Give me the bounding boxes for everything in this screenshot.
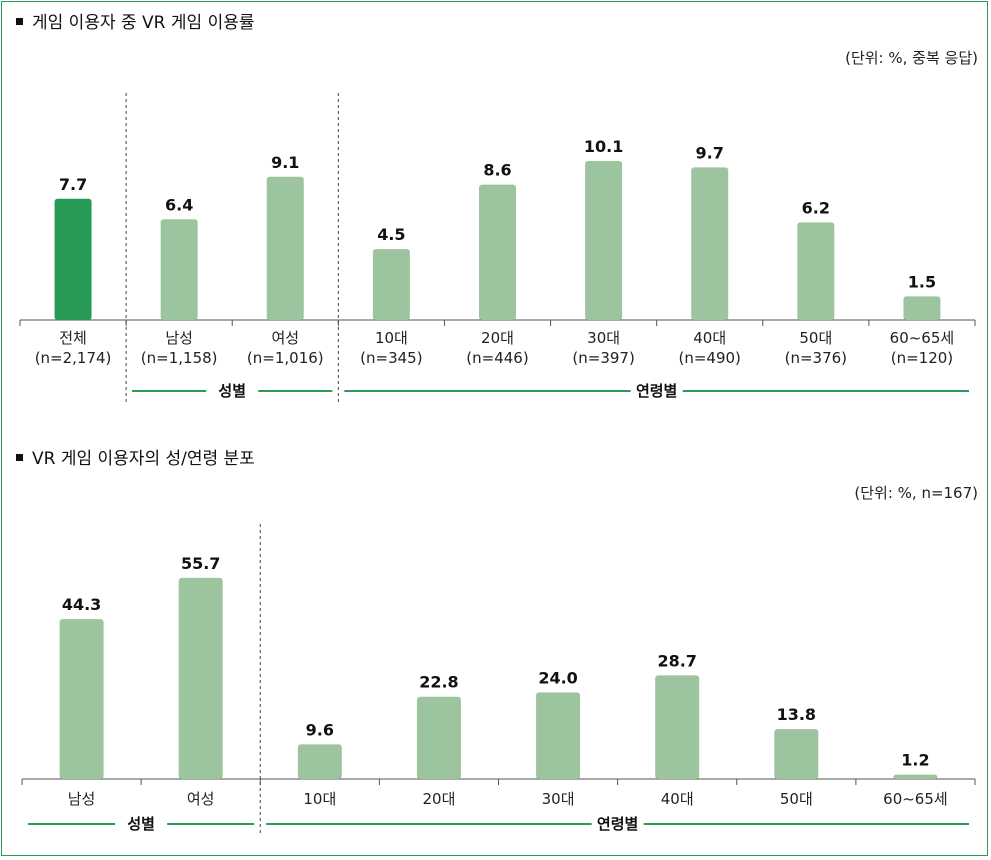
chart2-plot: 44.3 남성 55.7 여성 9.6 10대 22.8 20대 24.0 30대 28.7 40대 1… [21, 524, 976, 835]
chart1-sample-size: (n=2,174) [35, 349, 112, 367]
chart1-sample-size: (n=120) [891, 349, 953, 367]
chart1-value-label: 9.1 [271, 153, 299, 172]
chart1-bar [54, 198, 92, 320]
chart1-value-label: 4.5 [377, 225, 405, 244]
chart2-category-label: 60~65세 [883, 790, 948, 808]
chart2-value-label: 1.2 [901, 751, 929, 770]
chart1-unit-note: (단위: %, 중복 응답) [845, 49, 978, 67]
chart1-bar [266, 176, 304, 320]
chart2-category-label: 10대 [303, 790, 336, 808]
chart1-sample-size: (n=446) [466, 349, 528, 367]
chart1-category-label: 남성 [165, 329, 193, 347]
chart1-value-label: 1.5 [908, 272, 936, 291]
chart1-bar [479, 184, 516, 320]
chart1-category-label: 40대 [693, 329, 726, 347]
chart2-title: VR 게임 이용자의 성/연령 분포 [32, 449, 255, 469]
chart2-unit-note: (단위: %, n=167) [854, 484, 978, 502]
chart1-sample-size: (n=490) [679, 349, 741, 367]
chart1-category-label: 60~65세 [890, 329, 955, 347]
chart1-bar [160, 219, 198, 320]
chart2-bar [655, 675, 700, 779]
chart1-bar [585, 161, 623, 320]
chart2-category-label: 20대 [422, 790, 455, 808]
chart1-sample-size: (n=376) [785, 349, 847, 367]
chart2-group-label: 성별 [127, 815, 155, 833]
chart1-category-label: 30대 [587, 329, 620, 347]
chart1-category-label: 10대 [375, 329, 408, 347]
chart2-bar [297, 744, 342, 779]
chart2-category-label: 40대 [661, 790, 694, 808]
chart1-value-label: 6.2 [802, 198, 830, 217]
chart2-group-label: 연령별 [597, 815, 638, 833]
chart1-category-label: 전체 [59, 329, 87, 347]
chart2-value-label: 55.7 [181, 554, 220, 573]
chart1-bar [797, 222, 835, 320]
chart1-value-label: 9.7 [696, 143, 724, 162]
chart2-value-label: 28.7 [657, 651, 696, 670]
chart2-value-label: 24.0 [538, 668, 577, 687]
chart1-bar [372, 249, 410, 320]
chart2-value-label: 9.6 [306, 720, 334, 739]
chart1-group-label: 연령별 [636, 382, 677, 400]
chart1-value-label: 7.7 [59, 175, 87, 194]
chart1-value-label: 8.6 [483, 161, 511, 180]
chart2-category-label: 여성 [187, 790, 215, 808]
chart1-sample-size: (n=345) [360, 349, 422, 367]
chart2-title-bullet [16, 454, 23, 461]
chart2-value-label: 13.8 [777, 705, 816, 724]
chart2-bar [178, 577, 223, 779]
chart2-bar [59, 619, 104, 779]
chart2-bar [416, 696, 461, 779]
chart2-category-label: 남성 [68, 790, 96, 808]
chart2-bar [893, 774, 938, 779]
chart1-category-label: 20대 [481, 329, 514, 347]
chart1-value-label: 10.1 [584, 137, 623, 156]
chart2-category-label: 30대 [542, 790, 575, 808]
chart2-bar [774, 729, 819, 779]
chart1-category-label: 여성 [271, 329, 299, 347]
chart2-category-label: 50대 [780, 790, 813, 808]
chart1-title: 게임 이용자 중 VR 게임 이용률 [32, 13, 255, 33]
chart1-value-label: 6.4 [165, 195, 193, 214]
chart1-group-label: 성별 [218, 382, 246, 400]
chart1-bar [903, 296, 941, 320]
chart1-plot: 7.7 전체 (n=2,174) 6.4 남성 (n=1,158) 9.1 여성 (n=1,01… [19, 93, 976, 405]
chart1-sample-size: (n=1,016) [247, 349, 324, 367]
chart2-value-label: 22.8 [419, 673, 458, 692]
chart1-sample-size: (n=1,158) [141, 349, 218, 367]
chart1-category-label: 50대 [799, 329, 832, 347]
chart2-bar [536, 692, 581, 779]
chart1-sample-size: (n=397) [572, 349, 634, 367]
chart1-bar [691, 167, 729, 320]
chart1-title-bullet [16, 18, 23, 25]
chart2-value-label: 44.3 [62, 595, 101, 614]
